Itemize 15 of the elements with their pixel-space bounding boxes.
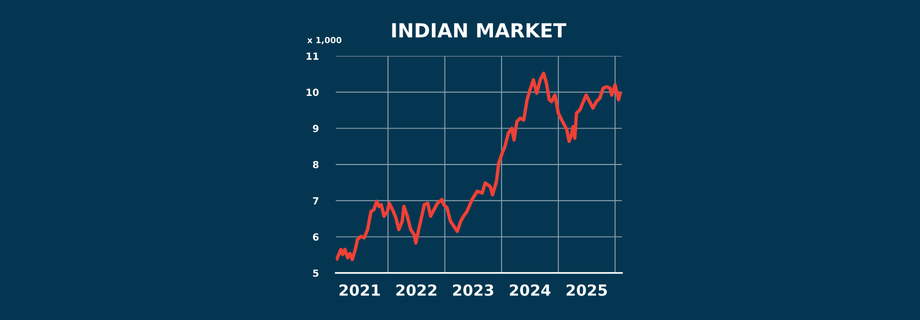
x-tick-label: 2025 bbox=[566, 284, 607, 296]
y-tick-label: 7 bbox=[313, 197, 318, 204]
x-tick-label: 2022 bbox=[396, 284, 436, 296]
y-tick-label: 6 bbox=[312, 233, 319, 241]
y-tick-label: 8 bbox=[312, 160, 319, 168]
y-tick-label: 9 bbox=[312, 124, 319, 132]
y-tick-label: 10 bbox=[306, 88, 319, 96]
x-tick-label: 2023 bbox=[453, 284, 494, 296]
x-tick-label: 2024 bbox=[510, 284, 551, 296]
line-series bbox=[336, 72, 622, 262]
text: x 1,000 bbox=[307, 36, 342, 44]
x-tick-label: 2021 bbox=[340, 284, 380, 296]
y-tick-label: 11 bbox=[306, 52, 318, 60]
chart-title: INDIAN MARKET bbox=[392, 23, 566, 38]
y-tick-label: 5 bbox=[313, 270, 318, 277]
